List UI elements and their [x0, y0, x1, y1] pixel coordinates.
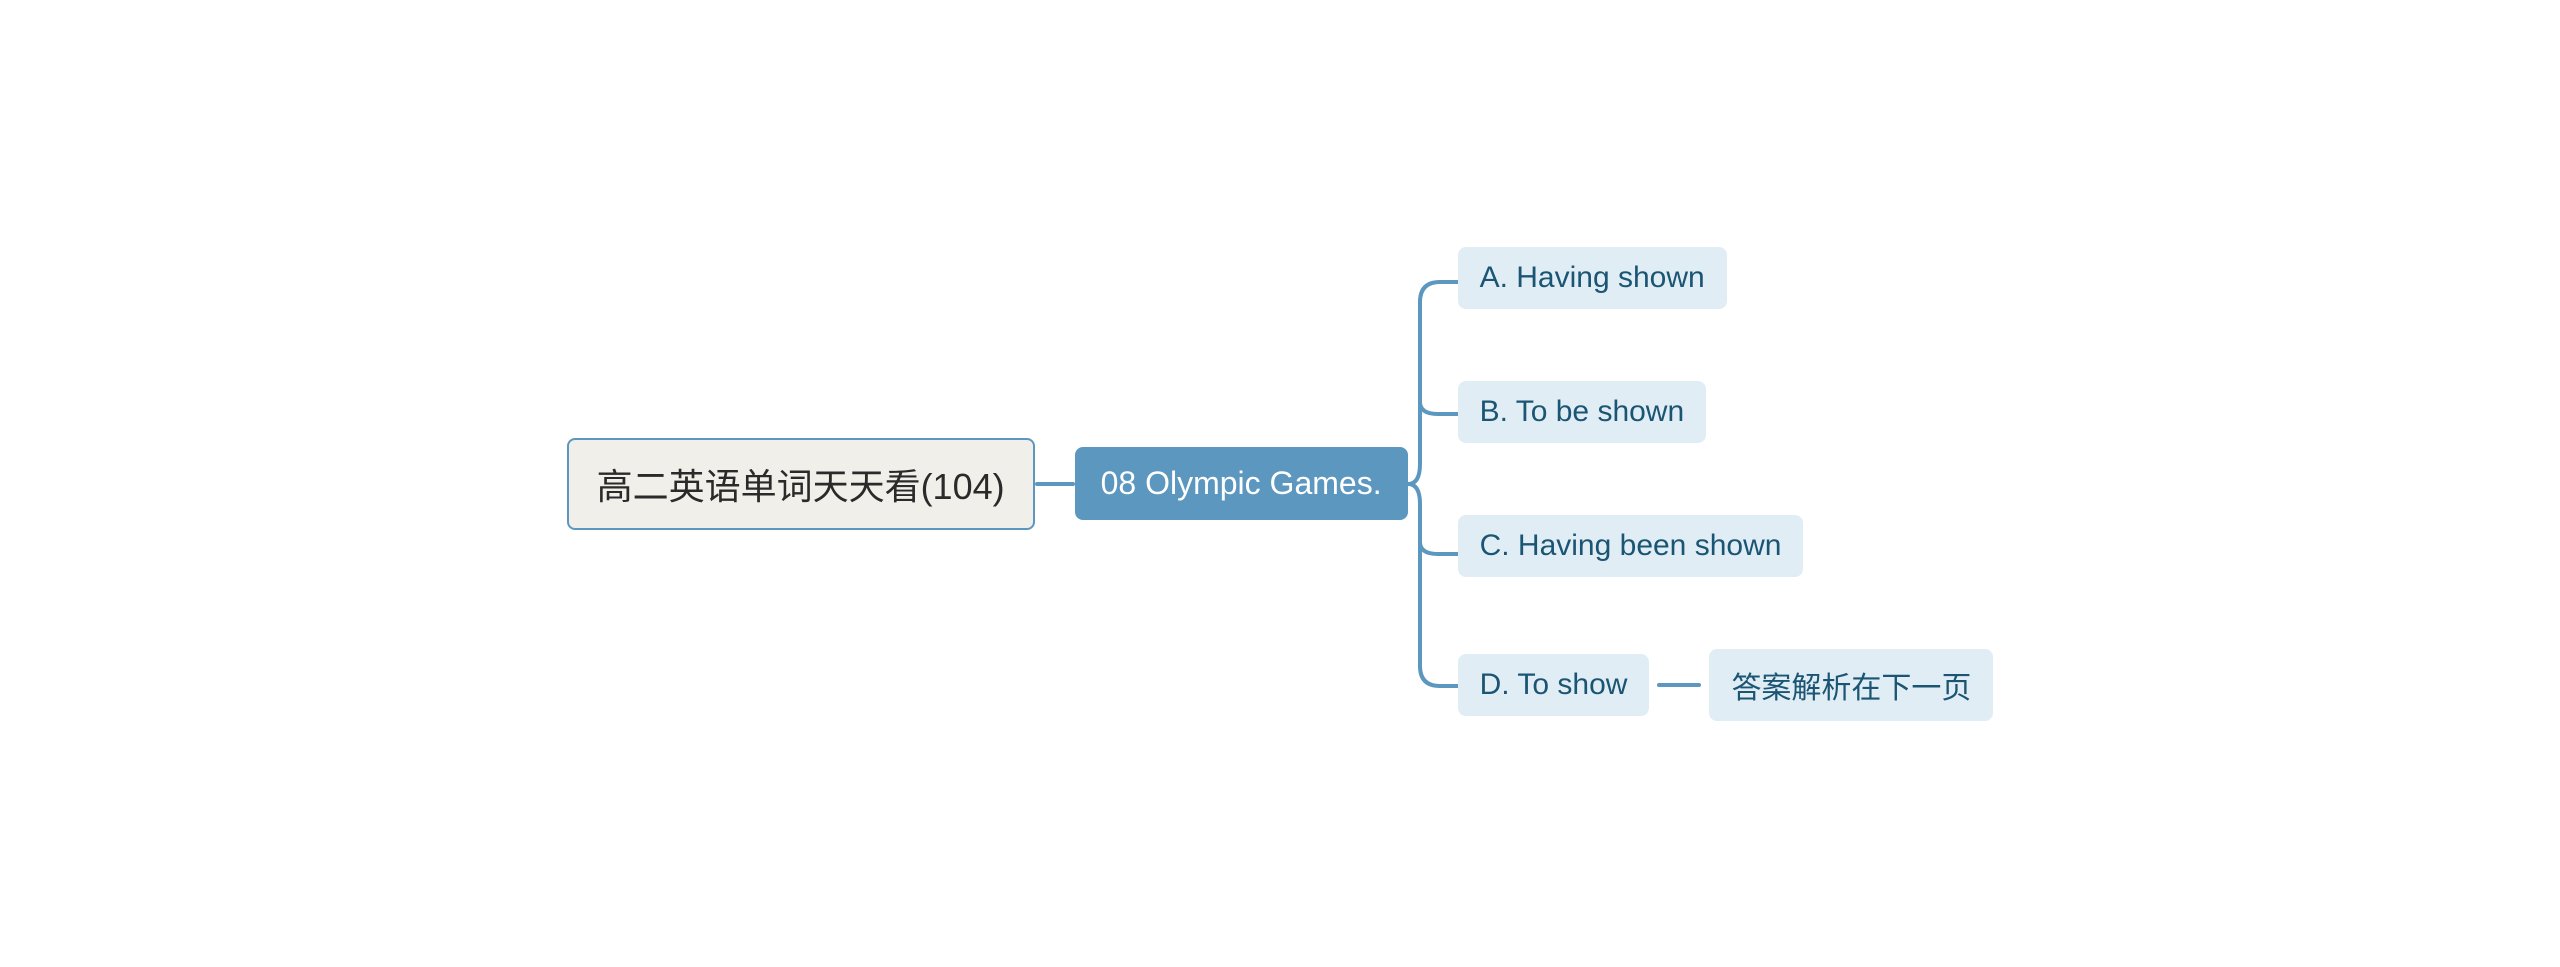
- option-b-label: B. To be shown: [1480, 395, 1685, 428]
- bracket-container: [1408, 254, 1458, 714]
- option-c-label: C. Having been shown: [1480, 529, 1782, 562]
- level1-node: 08 Olympic Games.: [1075, 447, 1408, 520]
- level1-wrapper: 08 Olympic Games. A. Having shown: [1075, 247, 1994, 721]
- option-d-label: D. To show: [1480, 668, 1628, 701]
- level1-label: 08 Olympic Games.: [1101, 465, 1382, 501]
- answer-note-node: 答案解析在下一页: [1709, 649, 1993, 721]
- level2-row-d: D. To show 答案解析在下一页: [1458, 649, 1994, 721]
- connector-d-to-child: [1657, 683, 1701, 687]
- level2-row-a: A. Having shown: [1458, 247, 1994, 309]
- level2-row-c: C. Having been shown: [1458, 515, 1994, 577]
- root-label: 高二英语单词天天看(104): [597, 466, 1005, 507]
- connector-root-to-l1: [1035, 482, 1075, 486]
- option-c-node: C. Having been shown: [1458, 515, 1804, 577]
- mindmap-container: 高二英语单词天天看(104) 08 Olympic Games. A. Havi…: [567, 247, 1994, 721]
- option-a-node: A. Having shown: [1458, 247, 1727, 309]
- option-a-label: A. Having shown: [1480, 261, 1705, 294]
- level2-row-b: B. To be shown: [1458, 381, 1994, 443]
- level2-list: A. Having shown B. To be shown C. Having…: [1458, 247, 1994, 721]
- answer-note-label: 答案解析在下一页: [1731, 672, 1971, 705]
- root-node: 高二英语单词天天看(104): [567, 438, 1035, 530]
- option-b-node: B. To be shown: [1458, 381, 1707, 443]
- bracket-svg: [1408, 254, 1458, 714]
- option-d-node: D. To show: [1458, 654, 1650, 716]
